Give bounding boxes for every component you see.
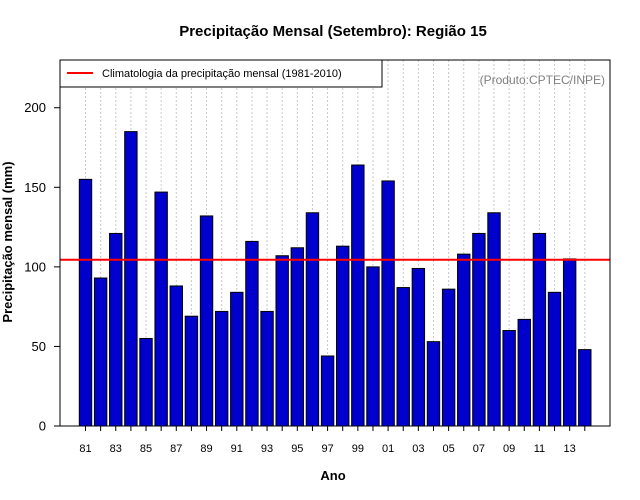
x-tick-label: 13: [564, 443, 576, 455]
bar-99: [351, 164, 365, 427]
bar-86: [154, 191, 168, 427]
y-tick-label: 0: [39, 419, 46, 434]
x-tick-label: 07: [473, 443, 485, 455]
bar-82: [93, 277, 108, 427]
y-tick-label: 100: [24, 259, 46, 274]
bar-01: [381, 180, 395, 427]
bar-91: [230, 291, 244, 427]
chart-title: Precipitação Mensal (Setembro): Região 1…: [179, 23, 487, 40]
bar-95: [290, 247, 305, 427]
bar-81: [78, 178, 93, 427]
bar-97: [320, 355, 335, 427]
x-tick-label: 09: [503, 443, 515, 455]
bar-96: [305, 212, 320, 427]
x-tick-label: 83: [110, 443, 122, 455]
y-tick-label: 50: [32, 339, 46, 354]
x-tick-label: 97: [321, 443, 333, 455]
bar-06: [457, 253, 471, 427]
credit-label: (Produto:CPTEC/INPE): [480, 73, 605, 87]
bar-84: [124, 131, 138, 427]
x-tick-label: 99: [352, 443, 364, 455]
bar-14: [578, 349, 592, 427]
x-tick-label: 91: [231, 443, 243, 455]
x-axis-title: Ano: [320, 468, 345, 483]
y-axis-title: Precipitação mensal (mm): [0, 161, 15, 322]
bar-05: [441, 288, 456, 427]
legend: Climatologia da precipitação mensal (198…: [59, 59, 383, 88]
bar-85: [139, 337, 153, 427]
x-tick-label: 93: [261, 443, 273, 455]
x-axis: 81 83 85 87 89 91 93 95 97 99 01 03 05 07 09 11 13: [79, 426, 586, 455]
x-tick-label: 05: [442, 443, 454, 455]
bar-03: [411, 267, 426, 427]
y-tick-label: 200: [24, 100, 46, 115]
bars: [78, 131, 592, 427]
bar-04: [426, 341, 441, 427]
legend-label: Climatologia da precipitação mensal (198…: [102, 68, 342, 80]
x-tick-label: 85: [140, 443, 152, 455]
bar-90: [214, 310, 229, 427]
bar-11: [532, 232, 547, 427]
bar-08: [487, 212, 501, 427]
bar-12: [547, 291, 562, 427]
y-axis: 0 50 100 150 200: [24, 100, 60, 434]
bar-13: [562, 258, 577, 427]
x-tick-label: 95: [291, 443, 303, 455]
bar-09: [502, 330, 516, 427]
bar-92: [245, 240, 259, 427]
x-tick-label: 81: [79, 443, 91, 455]
x-tick-label: 03: [412, 443, 424, 455]
bar-98: [336, 245, 350, 427]
x-tick-label: 01: [382, 443, 394, 455]
x-tick-label: 11: [534, 443, 545, 455]
legend-box: [59, 59, 383, 88]
bar-88: [184, 315, 199, 427]
bar-94: [275, 255, 289, 427]
bar-89: [199, 215, 214, 427]
bar-87: [169, 285, 183, 427]
x-tick-label: 87: [170, 443, 182, 455]
bar-00: [366, 266, 380, 427]
y-tick-label: 150: [24, 180, 46, 195]
bar-02: [396, 287, 410, 427]
bar-07: [472, 232, 486, 427]
bar-83: [109, 232, 123, 427]
bar-93: [260, 310, 274, 427]
x-tick-label: 89: [200, 443, 212, 455]
bar-10: [517, 318, 531, 427]
